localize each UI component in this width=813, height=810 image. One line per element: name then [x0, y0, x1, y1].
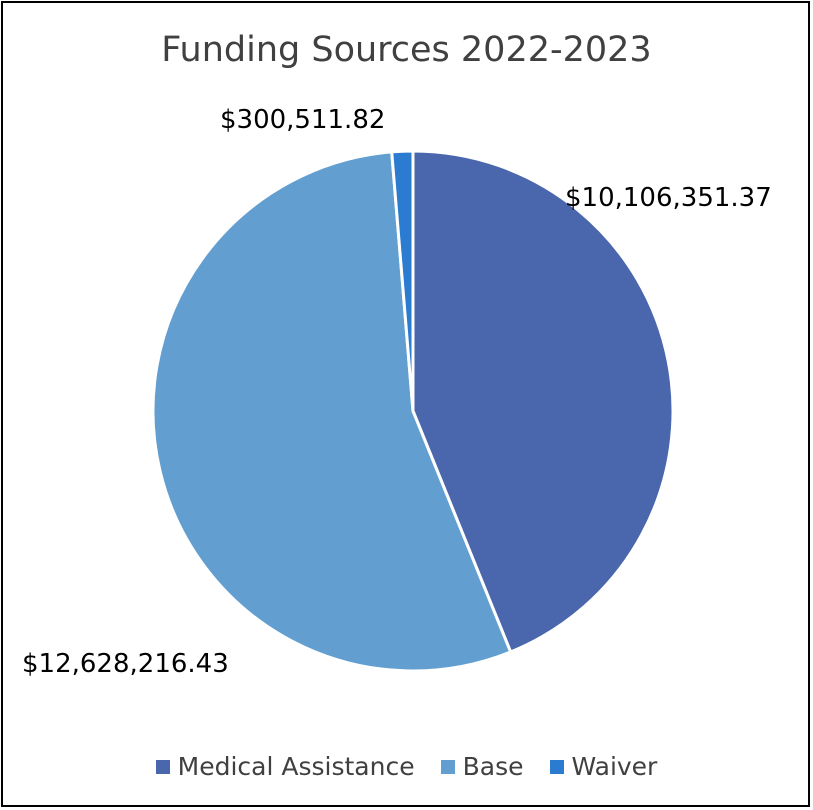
pie-slice-waiver [390, 149, 415, 413]
legend-item-waiver: Waiver [549, 752, 658, 781]
legend-label: Base [462, 752, 524, 781]
pie-slice-medical-assistance [411, 149, 675, 654]
chart-legend: Medical Assistance Base Waiver [0, 752, 813, 781]
legend-item-medical-assistance: Medical Assistance [155, 752, 415, 781]
pie-slice-base [151, 150, 513, 673]
chart-title: Funding Sources 2022-2023 [161, 30, 652, 70]
legend-swatch [549, 759, 564, 774]
legend-label: Waiver [571, 752, 658, 781]
legend-label: Medical Assistance [177, 752, 415, 781]
legend-item-base: Base [440, 752, 524, 781]
data-label-waiver: $300,511.82 [220, 105, 385, 135]
data-label-medical-assistance: $10,106,351.37 [565, 183, 772, 213]
legend-swatch [440, 759, 455, 774]
legend-swatch [155, 759, 170, 774]
data-label-base: $12,628,216.43 [22, 649, 229, 679]
